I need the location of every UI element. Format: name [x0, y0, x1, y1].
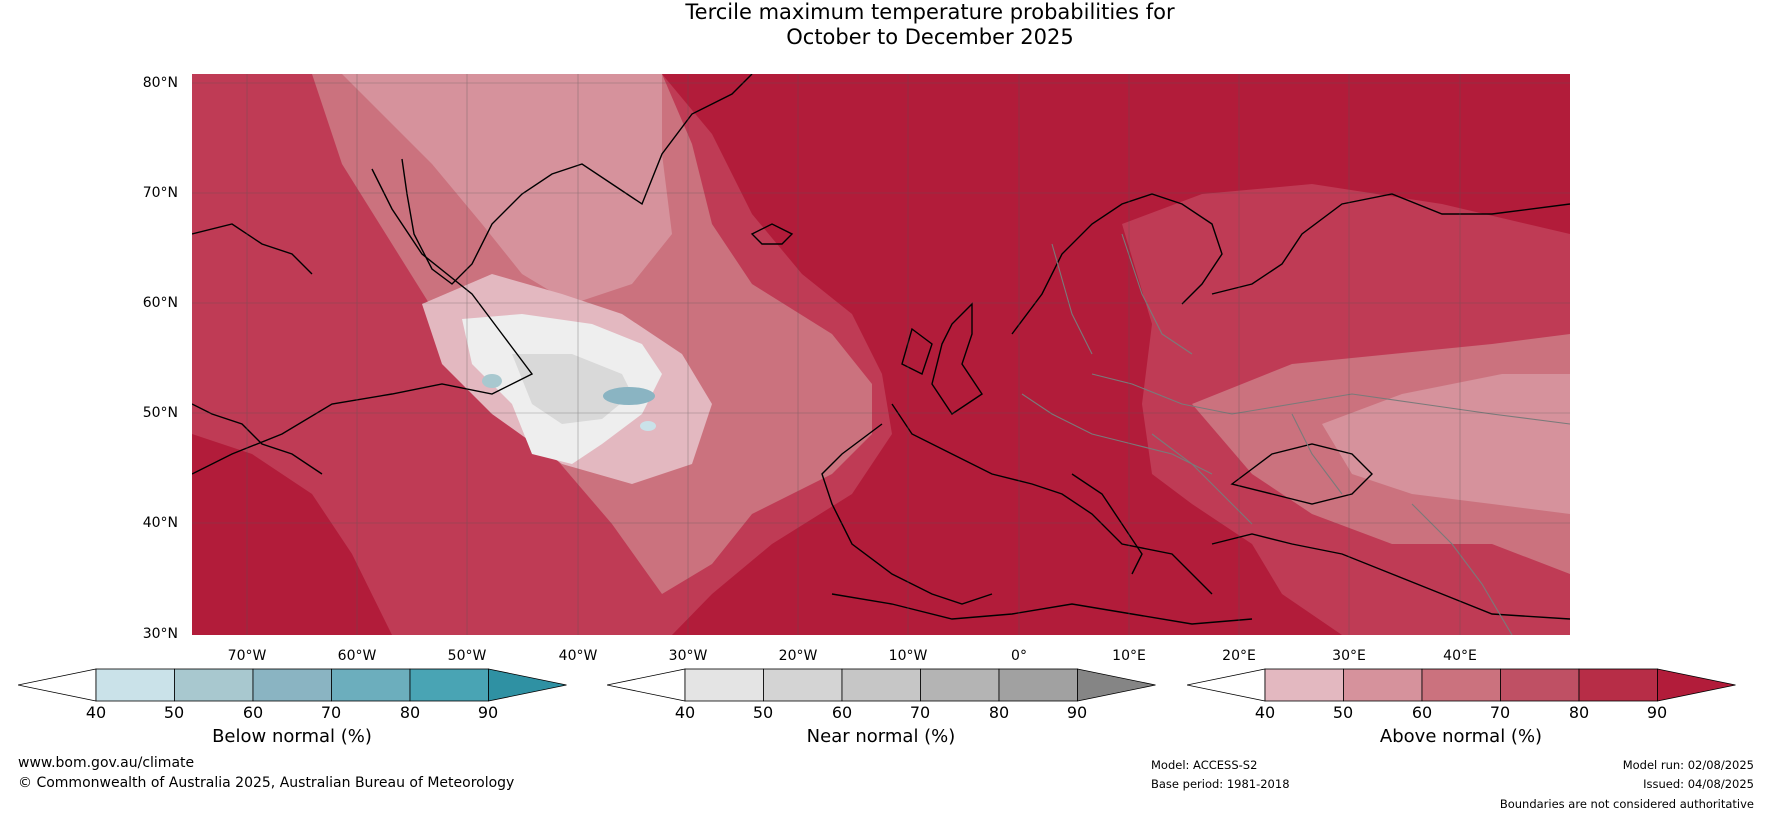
lat-label-80n: 80°N: [142, 75, 178, 91]
near-tick: 90: [1066, 703, 1088, 722]
shade-below-normal-1: [482, 374, 502, 388]
country-borders: [1021, 233, 1570, 635]
above-tick: 80: [1568, 703, 1590, 722]
colorbar-above-title: Above normal (%): [1379, 726, 1543, 747]
shade-below-normal-3: [640, 421, 656, 431]
above-tick: 50: [1332, 703, 1354, 722]
colorbar-near-segments: [607, 668, 1156, 702]
near-segment: [841, 668, 921, 702]
lon-label-0: 0°: [1011, 648, 1027, 664]
lat-label-60n: 60°N: [142, 295, 178, 311]
graticule: [192, 74, 1570, 635]
below-extend-low: [18, 668, 97, 702]
above-tick: 40: [1254, 703, 1276, 722]
near-tick: 70: [909, 703, 931, 722]
below-segment: [409, 668, 489, 702]
colorbar-near-normal: [607, 668, 1156, 702]
lon-label-40e: 40°E: [1443, 648, 1477, 664]
lon-label-50w: 50°W: [447, 648, 487, 664]
lon-label-40w: 40°W: [558, 648, 598, 664]
above-extend-high: [1657, 668, 1736, 702]
below-tick: 60: [242, 703, 264, 722]
footer-issued: Issued: 04/08/2025: [1643, 777, 1754, 791]
below-segment: [95, 668, 175, 702]
below-segment: [331, 668, 411, 702]
below-tick: 80: [399, 703, 421, 722]
near-segment: [763, 668, 843, 702]
lat-label-50n: 50°N: [142, 405, 178, 421]
shade-near-normal-50: [512, 354, 632, 424]
lon-label-30w: 30°W: [668, 648, 708, 664]
below-tick: 40: [85, 703, 107, 722]
lon-label-30e: 30°E: [1332, 648, 1366, 664]
colorbar-near-title: Near normal (%): [806, 726, 956, 747]
above-tick: 90: [1646, 703, 1668, 722]
colorbar-above-segments: [1187, 668, 1736, 702]
above-extend-low: [1187, 668, 1266, 702]
map-title-line1: Tercile maximum temperature probabilitie…: [685, 0, 1175, 24]
colorbar-below-normal: [18, 668, 567, 702]
above-segment: [1421, 668, 1501, 702]
shade-above-50-east: [1322, 374, 1570, 514]
near-extend-high: [1077, 668, 1156, 702]
near-tick: 40: [674, 703, 696, 722]
near-tick: 80: [988, 703, 1010, 722]
above-segment: [1343, 668, 1423, 702]
lon-label-10e: 10°E: [1112, 648, 1146, 664]
lon-label-20w: 20°W: [778, 648, 818, 664]
footer-model-run: Model run: 02/08/2025: [1622, 758, 1754, 772]
below-segment: [174, 668, 254, 702]
near-tick: 60: [831, 703, 853, 722]
below-extend-high: [488, 668, 567, 702]
colorbar-above-normal: [1187, 668, 1736, 702]
above-tick: 70: [1489, 703, 1511, 722]
above-segment: [1500, 668, 1580, 702]
near-segment: [920, 668, 1000, 702]
near-tick: 50: [752, 703, 774, 722]
shade-above-50: [342, 74, 672, 304]
footer-copyright: © Commonwealth of Australia 2025, Austra…: [18, 775, 515, 791]
lat-label-30n: 30°N: [142, 626, 178, 642]
below-segment: [252, 668, 332, 702]
colorbar-below-segments: [18, 668, 567, 702]
coastlines: [192, 74, 1570, 625]
shade-below-normal-2: [603, 387, 655, 405]
below-tick: 90: [477, 703, 499, 722]
below-tick: 70: [320, 703, 342, 722]
map-title-line2: October to December 2025: [786, 25, 1074, 49]
below-tick: 50: [163, 703, 185, 722]
near-segment: [998, 668, 1078, 702]
footer-model: Model: ACCESS-S2: [1151, 758, 1258, 772]
near-segment: [684, 668, 764, 702]
near-extend-low: [607, 668, 686, 702]
above-tick: 60: [1411, 703, 1433, 722]
lon-label-70w: 70°W: [227, 648, 267, 664]
above-segment: [1578, 668, 1658, 702]
lon-label-60w: 60°W: [337, 648, 377, 664]
map-title: Tercile maximum temperature probabilitie…: [0, 0, 1770, 50]
probability-map: [192, 74, 1570, 635]
footer-base-period: Base period: 1981-2018: [1151, 777, 1290, 791]
lon-label-20e: 20°E: [1222, 648, 1256, 664]
lat-label-70n: 70°N: [142, 185, 178, 201]
footer-disclaimer: Boundaries are not considered authoritat…: [1499, 797, 1754, 811]
lat-label-40n: 40°N: [142, 515, 178, 531]
footer-website: www.bom.gov.au/climate: [18, 755, 195, 771]
colorbar-below-title: Below normal (%): [212, 726, 372, 747]
lon-label-10w: 10°W: [888, 648, 928, 664]
above-segment: [1264, 668, 1344, 702]
